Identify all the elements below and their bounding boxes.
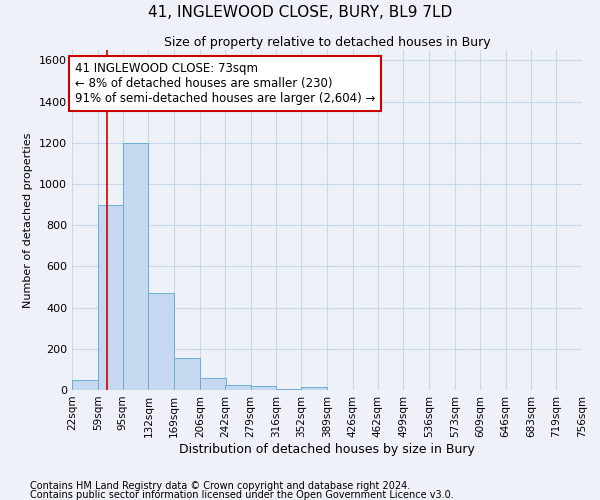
Bar	[225, 385, 251, 390]
Text: Contains public sector information licensed under the Open Government Licence v3: Contains public sector information licen…	[30, 490, 454, 500]
Bar	[301, 387, 327, 390]
Bar	[148, 293, 174, 390]
Title: Size of property relative to detached houses in Bury: Size of property relative to detached ho…	[164, 36, 490, 49]
Bar	[123, 142, 148, 390]
Bar	[72, 380, 98, 390]
X-axis label: Distribution of detached houses by size in Bury: Distribution of detached houses by size …	[179, 442, 475, 456]
Bar	[174, 358, 200, 390]
Bar	[276, 389, 302, 390]
Bar	[200, 378, 226, 390]
Bar	[251, 386, 276, 390]
Text: 41 INGLEWOOD CLOSE: 73sqm
← 8% of detached houses are smaller (230)
91% of semi-: 41 INGLEWOOD CLOSE: 73sqm ← 8% of detach…	[75, 62, 375, 106]
Bar	[98, 204, 124, 390]
Text: 41, INGLEWOOD CLOSE, BURY, BL9 7LD: 41, INGLEWOOD CLOSE, BURY, BL9 7LD	[148, 5, 452, 20]
Y-axis label: Number of detached properties: Number of detached properties	[23, 132, 34, 308]
Text: Contains HM Land Registry data © Crown copyright and database right 2024.: Contains HM Land Registry data © Crown c…	[30, 481, 410, 491]
